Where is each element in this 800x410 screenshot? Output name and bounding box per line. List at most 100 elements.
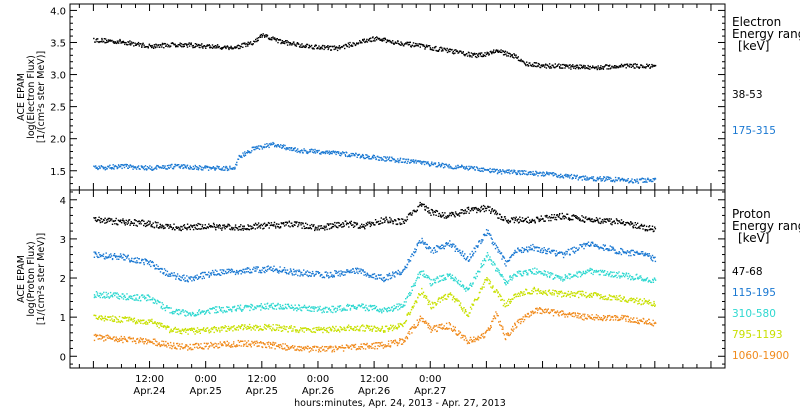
electron-point [573, 65, 575, 68]
proton-point [236, 227, 239, 229]
electron-point [256, 40, 258, 43]
proton-point [318, 229, 320, 231]
electron-point [214, 45, 217, 47]
electron-point [633, 63, 635, 65]
proton-point [611, 274, 613, 277]
proton-point [191, 311, 194, 314]
proton-point [642, 253, 644, 255]
proton-point [510, 256, 512, 258]
proton-point [407, 259, 409, 261]
proton-point [604, 220, 606, 223]
proton-point [632, 225, 634, 228]
electron-point [156, 164, 158, 167]
proton-point [220, 227, 222, 230]
proton-point [110, 316, 112, 318]
electron-point [645, 67, 647, 69]
proton-point [607, 249, 610, 252]
electron-point [244, 42, 246, 44]
proton-point [217, 311, 219, 313]
proton-point [116, 292, 118, 294]
electron-point [542, 171, 544, 173]
proton-point [303, 225, 305, 227]
proton-point [266, 224, 269, 226]
electron-point [248, 151, 251, 153]
electron-point [530, 171, 532, 173]
proton-point [201, 224, 204, 226]
electron-point [167, 46, 169, 48]
proton-point [109, 256, 112, 258]
proton-point [273, 265, 275, 267]
electron-point [352, 153, 354, 155]
electron-point [610, 67, 612, 69]
electron-point [368, 158, 370, 160]
electron-point [266, 145, 269, 147]
proton-point [133, 299, 135, 301]
electron-point [204, 165, 206, 167]
proton-point [227, 306, 229, 309]
proton-point [471, 207, 474, 209]
electron-point [173, 43, 175, 46]
electron-point [530, 65, 533, 67]
electron-point [653, 178, 655, 180]
proton-point [182, 228, 184, 230]
proton-point [142, 296, 144, 298]
electron-point [317, 47, 319, 49]
proton-point [316, 310, 319, 312]
proton-point [446, 216, 448, 219]
electron-point [272, 141, 274, 144]
proton-point [623, 251, 625, 253]
proton-point [111, 296, 114, 298]
proton-point [98, 252, 100, 254]
electron-point [310, 44, 313, 47]
proton-point [471, 285, 473, 287]
proton-point [178, 309, 181, 311]
proton-point [319, 225, 321, 227]
electron-point [359, 157, 361, 159]
proton-point [253, 266, 255, 269]
proton-point [219, 225, 221, 227]
electron-point [124, 41, 126, 44]
electron-point [155, 44, 158, 46]
electron-point [363, 40, 365, 42]
proton-point [629, 224, 631, 226]
proton-point [209, 312, 211, 315]
proton-point [243, 225, 245, 227]
proton-point [336, 226, 338, 228]
electron-point [517, 56, 519, 58]
proton-point [433, 210, 436, 213]
proton-point [589, 218, 591, 221]
proton-point [434, 211, 436, 213]
proton-point [494, 242, 496, 244]
proton-point [99, 296, 101, 299]
proton-point [466, 210, 468, 213]
proton-point [100, 255, 102, 258]
proton-point [553, 216, 555, 218]
electron-point [378, 37, 381, 40]
proton-point [177, 309, 180, 311]
proton-point [146, 294, 148, 296]
proton-point [576, 216, 578, 218]
proton-point [165, 328, 167, 330]
proton-point [126, 298, 129, 300]
electron-point [304, 150, 307, 152]
proton-point [325, 225, 327, 227]
proton-point [543, 270, 546, 272]
electron-point [194, 45, 197, 48]
proton-point [541, 247, 543, 250]
proton-point [111, 258, 114, 261]
proton-point [251, 305, 254, 307]
electron-point [562, 177, 565, 179]
proton-point [630, 221, 632, 223]
proton-point [121, 316, 124, 319]
electron-point [610, 180, 612, 182]
proton-point [435, 277, 437, 280]
proton-point [130, 259, 132, 262]
electron-point [155, 166, 157, 168]
electron-point [653, 179, 656, 181]
proton-point [314, 273, 316, 276]
electron-point [569, 64, 571, 66]
electron-point [431, 49, 433, 51]
proton-point [263, 307, 265, 309]
proton-point [627, 272, 630, 275]
electron-point [186, 46, 189, 48]
